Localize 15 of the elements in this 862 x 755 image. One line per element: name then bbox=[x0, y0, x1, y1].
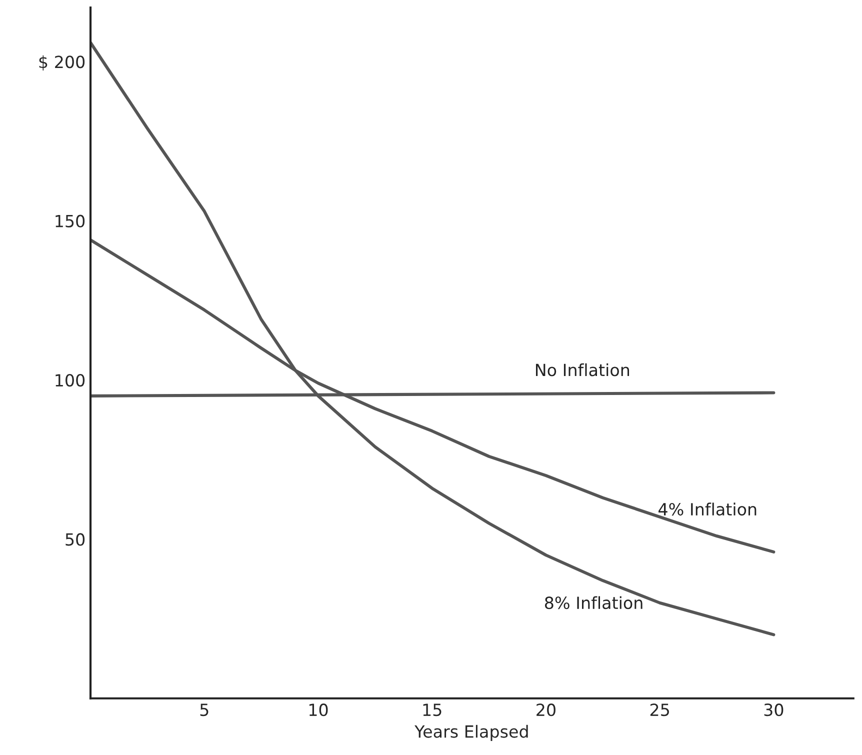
x-tick-label: 10 bbox=[309, 704, 328, 716]
y-tick-label: 50 bbox=[66, 533, 85, 546]
series-label: 8% Inflation bbox=[544, 596, 642, 610]
y-tick-label: 150 bbox=[56, 214, 85, 228]
series-label: No Inflation bbox=[536, 363, 630, 376]
x-tick-label: 25 bbox=[650, 704, 669, 716]
x-tick-label: 15 bbox=[423, 704, 442, 716]
x-tick-label: 5 bbox=[200, 704, 208, 716]
y-tick-label: $ 200 bbox=[39, 55, 85, 70]
x-tick-label: 20 bbox=[536, 704, 556, 716]
x-tick-label: 30 bbox=[764, 704, 784, 716]
x-axis-title: Years Elapsed bbox=[414, 724, 528, 742]
series-label: 4% Inflation bbox=[658, 502, 756, 516]
line-series bbox=[90, 41, 776, 636]
y-tick-label: 100 bbox=[56, 374, 85, 387]
